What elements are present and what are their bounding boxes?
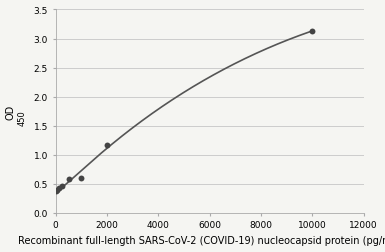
Point bbox=[78, 176, 84, 180]
Point bbox=[59, 184, 65, 188]
Text: 450: 450 bbox=[17, 110, 27, 126]
X-axis label: Recombinant full-length SARS-CoV-2 (COVID-19) nucleocapsid protein (pg/mL): Recombinant full-length SARS-CoV-2 (COVI… bbox=[18, 235, 385, 245]
Point bbox=[56, 187, 62, 191]
Point bbox=[309, 30, 315, 34]
Text: OD: OD bbox=[6, 104, 16, 119]
Point bbox=[54, 188, 60, 192]
Point bbox=[53, 189, 59, 193]
Point bbox=[65, 177, 72, 181]
Point bbox=[104, 143, 110, 147]
